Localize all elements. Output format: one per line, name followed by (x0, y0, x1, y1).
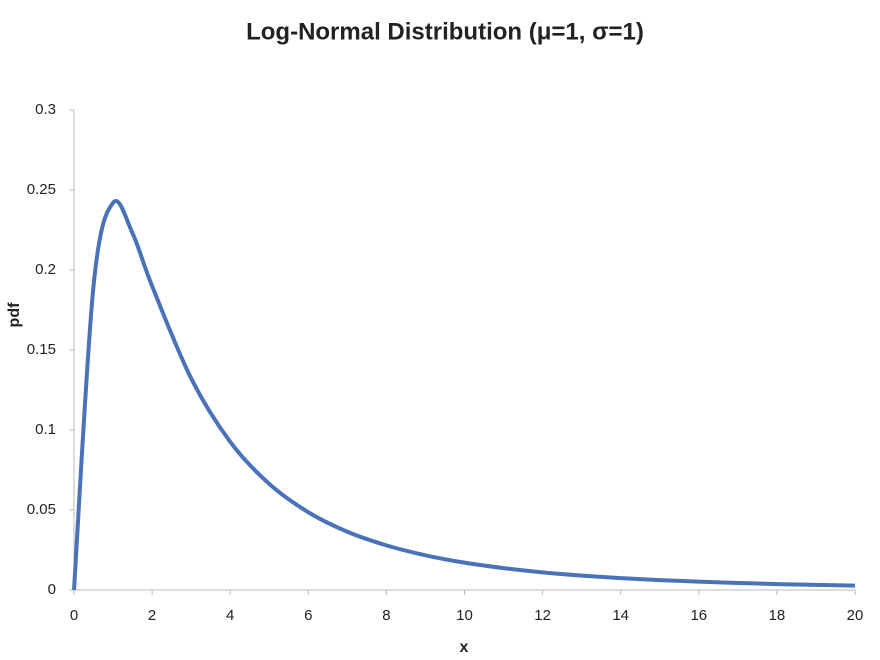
y-tick-label: 0 (48, 581, 56, 598)
y-axis-title: pdf (6, 302, 23, 328)
x-axis-title: x (460, 639, 469, 656)
x-tick-label: 4 (226, 607, 234, 624)
x-tick-label: 6 (304, 607, 312, 624)
y-tick-label: 0.05 (27, 501, 56, 518)
x-tick-label: 20 (847, 607, 864, 624)
x-tick-label: 8 (382, 607, 390, 624)
y-tick-label: 0.2 (35, 261, 56, 278)
x-tick-label: 0 (70, 607, 78, 624)
x-tick-label: 16 (690, 607, 707, 624)
y-tick-label: 0.15 (27, 341, 56, 358)
y-tick-label: 0.3 (35, 101, 56, 118)
y-tick-label: 0.25 (27, 181, 56, 198)
x-tick-label: 10 (456, 607, 473, 624)
x-tick-label: 2 (148, 607, 156, 624)
x-tick-label: 18 (769, 607, 786, 624)
line-series (72, 199, 856, 591)
x-tick-label: 12 (534, 607, 551, 624)
y-tick-label: 0.1 (35, 421, 56, 438)
x-tick-label: 14 (612, 607, 629, 624)
chart-title: Log-Normal Distribution (μ=1, σ=1) (246, 18, 644, 45)
